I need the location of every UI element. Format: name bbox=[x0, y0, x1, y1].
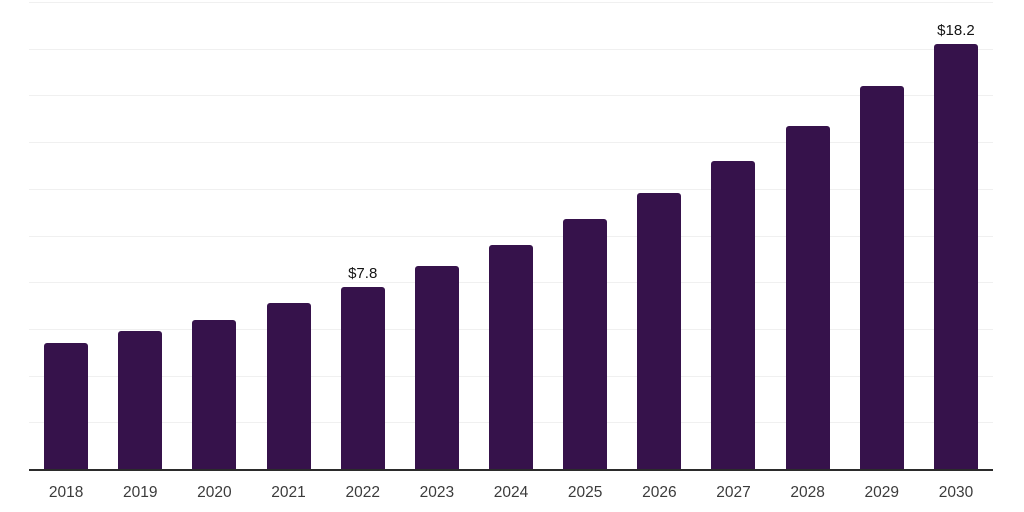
bar-2027[interactable] bbox=[711, 160, 756, 469]
bar-2030[interactable] bbox=[933, 44, 978, 469]
bar-band-2021 bbox=[251, 303, 325, 469]
x-axis-label-2027: 2027 bbox=[716, 484, 751, 501]
bar-2024[interactable] bbox=[489, 244, 534, 469]
value-label-2022: $7.8 bbox=[348, 264, 378, 282]
x-axis-label-2026: 2026 bbox=[642, 484, 677, 501]
bar-band-2019 bbox=[103, 331, 177, 469]
x-axis-label-2024: 2024 bbox=[493, 484, 529, 501]
bar-band-2025 bbox=[548, 219, 622, 469]
x-axis-label-2019: 2019 bbox=[122, 484, 158, 501]
bar-band-2028 bbox=[771, 125, 845, 469]
bar-2025[interactable] bbox=[563, 219, 608, 469]
bar-2020[interactable] bbox=[192, 319, 237, 469]
bar-2021[interactable] bbox=[266, 303, 311, 469]
gridline-10 bbox=[29, 235, 993, 237]
bar-2029[interactable] bbox=[859, 86, 904, 469]
bar-band-2030: $18.2 bbox=[919, 22, 993, 469]
x-axis-label-2018: 2018 bbox=[48, 484, 84, 501]
bar-band-2026 bbox=[622, 193, 696, 469]
bar-band-2029 bbox=[845, 86, 919, 469]
bar-band-2022: $7.8 bbox=[326, 265, 400, 469]
bar-band-2023 bbox=[400, 265, 474, 469]
bar-2028[interactable] bbox=[785, 125, 830, 469]
x-axis-label-2025: 2025 bbox=[567, 484, 603, 501]
gridline-18 bbox=[29, 48, 993, 50]
x-axis-label-2023: 2023 bbox=[419, 484, 455, 501]
x-axis-label-2022: 2022 bbox=[345, 484, 380, 501]
gridline-12 bbox=[29, 188, 993, 190]
x-axis-line bbox=[29, 469, 993, 471]
x-axis-label-2029: 2029 bbox=[864, 484, 900, 501]
bars-container: $7.8 $18.2 bbox=[29, 0, 993, 469]
gridline-16 bbox=[29, 95, 993, 97]
bar-2026[interactable] bbox=[637, 193, 682, 469]
bar-band-2024 bbox=[474, 244, 548, 469]
x-axis-label-2020: 2020 bbox=[197, 484, 232, 501]
gridline-20 bbox=[29, 2, 993, 3]
bar-band-2027 bbox=[696, 160, 770, 469]
plot-area: $7.8 $18.2 bbox=[29, 0, 993, 469]
x-axis-label-2028: 2028 bbox=[790, 484, 825, 501]
x-axis-label-2021: 2021 bbox=[271, 484, 306, 501]
gridline-14 bbox=[29, 142, 993, 144]
bar-2023[interactable] bbox=[414, 265, 459, 469]
value-label-2030: $18.2 bbox=[937, 22, 975, 40]
bar-2019[interactable] bbox=[118, 331, 163, 469]
x-axis-label-2030: 2030 bbox=[938, 484, 974, 501]
bar-band-2020 bbox=[177, 319, 251, 469]
bar-band-2018 bbox=[29, 342, 103, 469]
x-axis-labels: 2018 2019 2020 2021 2022 2023 2024 2025 2026 2027… bbox=[29, 484, 993, 501]
bar-2018[interactable] bbox=[44, 342, 89, 469]
bar-2022[interactable] bbox=[340, 286, 385, 469]
